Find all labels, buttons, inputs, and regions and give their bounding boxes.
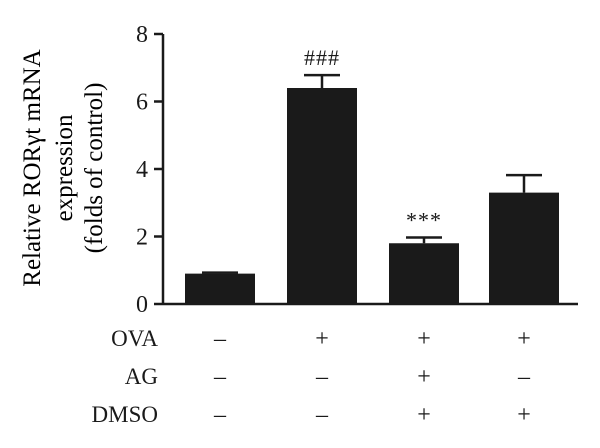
bar (185, 273, 255, 304)
condition-cell: + (417, 364, 431, 390)
y-tick-label: 4 (136, 157, 148, 183)
significance-label: ### (304, 45, 340, 70)
y-axis-title-line-1: Relative RORγt mRNA (19, 49, 46, 286)
condition-cell: – (213, 364, 227, 390)
significance-label: *** (406, 208, 442, 233)
y-axis-title-line-2: expression (51, 114, 78, 221)
condition-cell: – (315, 402, 329, 428)
condition-cell: – (315, 364, 329, 390)
condition-cell: + (517, 326, 531, 352)
y-ticks: 0 2 4 6 8 (136, 22, 163, 318)
y-tick-label: 6 (136, 90, 148, 116)
condition-row-label: OVA (111, 326, 158, 351)
y-axis-title-line-3: (folds of control) (81, 83, 108, 254)
y-tick-label: 2 (136, 225, 148, 251)
condition-cell: – (213, 402, 227, 428)
bar (489, 192, 559, 304)
bar (287, 88, 357, 304)
condition-cell: – (517, 364, 531, 390)
condition-cell: – (213, 326, 227, 352)
y-tick-label: 8 (136, 22, 148, 48)
bar (389, 243, 459, 304)
condition-table: OVA – + + + AG – – + – DMSO – – + + (92, 326, 531, 428)
condition-row-label: AG (125, 364, 158, 389)
condition-cell: + (517, 402, 531, 428)
condition-row-label: DMSO (92, 402, 158, 427)
bars: ### *** (185, 45, 559, 304)
condition-cell: + (417, 402, 431, 428)
condition-cell: + (315, 326, 329, 352)
condition-cell: + (417, 326, 431, 352)
y-axis-title: Relative RORγt mRNA expression (folds of… (19, 49, 108, 286)
y-tick-label: 0 (136, 292, 148, 318)
